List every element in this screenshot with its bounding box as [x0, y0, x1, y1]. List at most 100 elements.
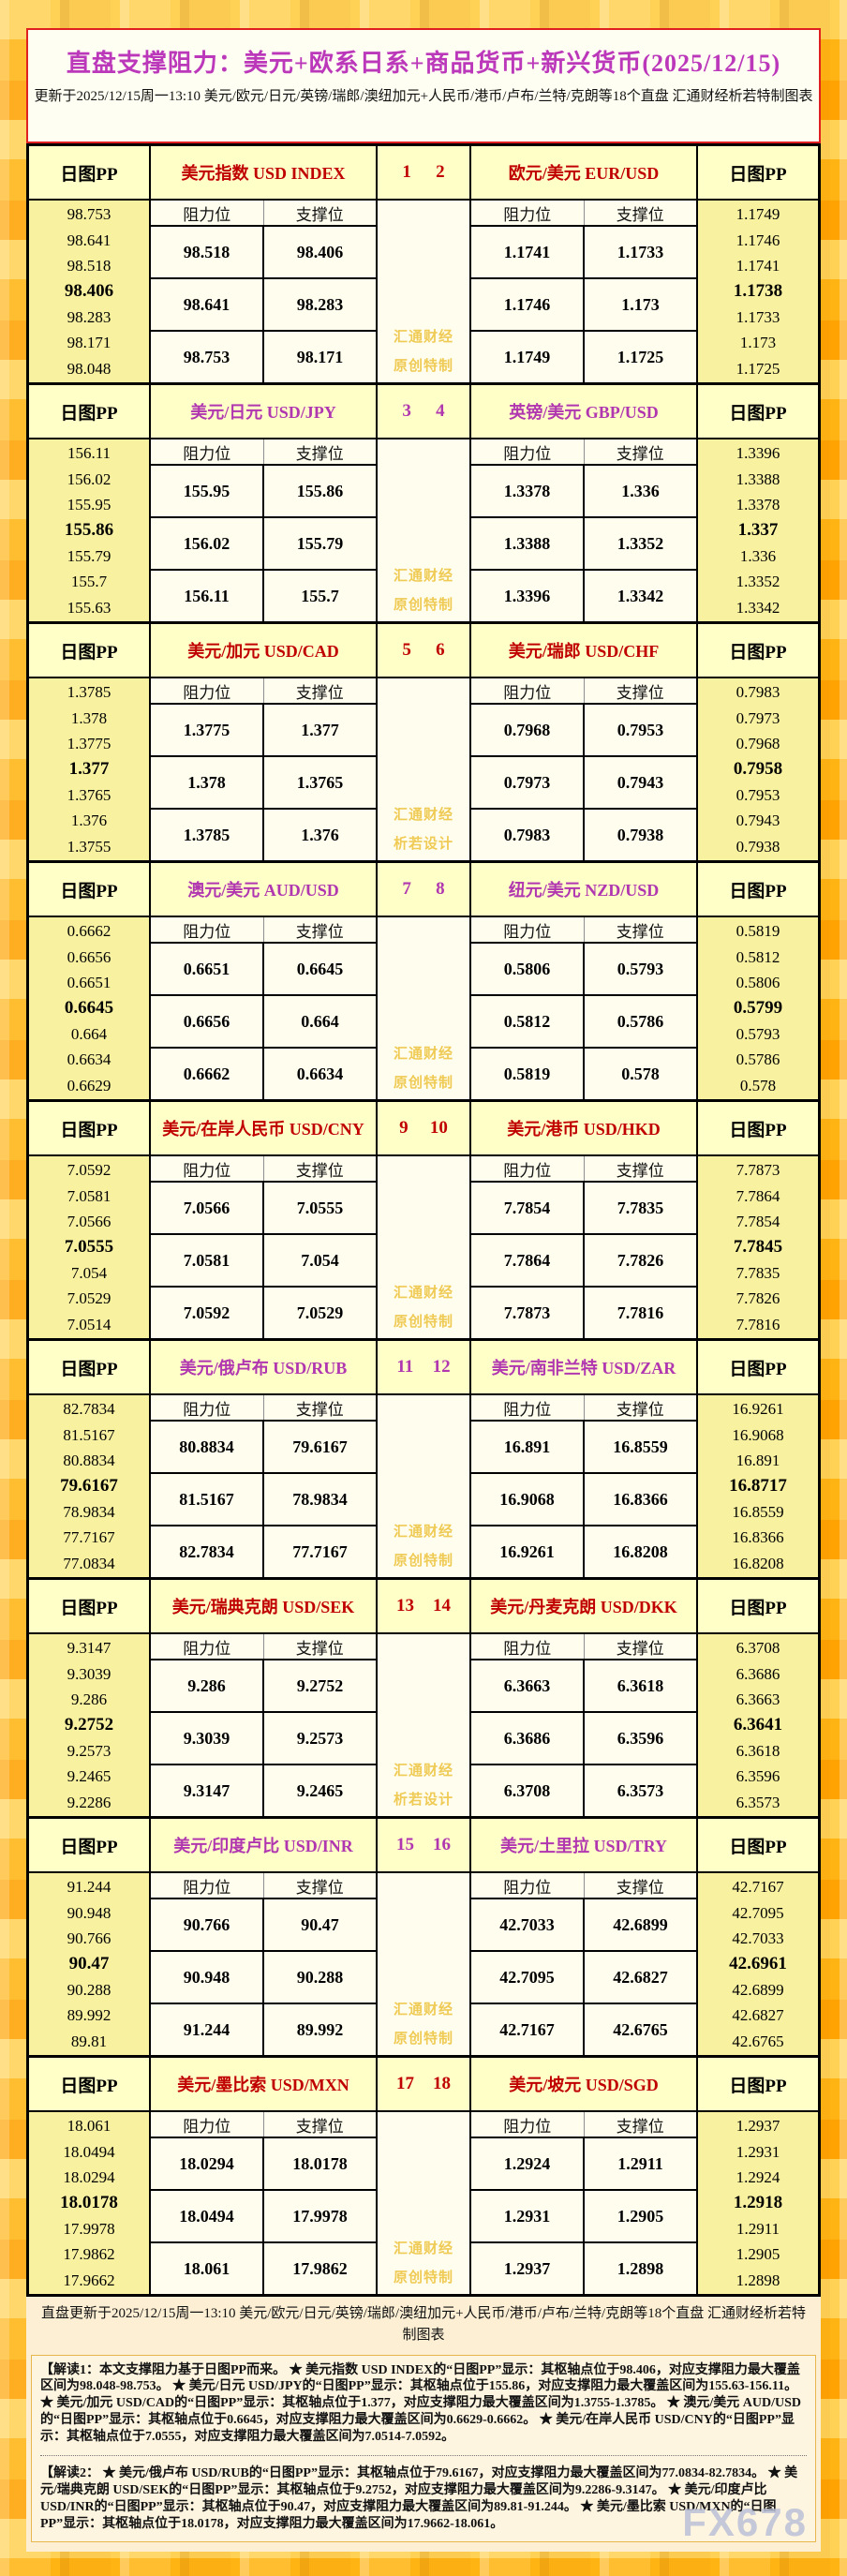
pp-column-left: 156.11 156.02 155.95 155.86 155.79 155.7… — [29, 439, 149, 621]
pair-name-left: 美元指数 USD INDEX — [151, 146, 376, 199]
block-number-right: 14 — [433, 1596, 451, 1616]
support-value: 1.377 — [264, 705, 376, 755]
page-subtitle: 更新于2025/12/15周一13:10 美元/欧元/日元/英镑/瑞郎/澳纽加元… — [34, 89, 813, 104]
pp-value: 0.7938 — [736, 837, 780, 856]
pp-header-left: 日图PP — [29, 624, 149, 677]
rs-header-right: 阻力位 支撑位 — [471, 678, 696, 703]
pp-value: 1.3755 — [67, 837, 111, 856]
pp-column-right: 7.7873 7.7864 7.7854 7.7845 7.7835 7.782… — [698, 1156, 818, 1338]
resistance-value: 0.6656 — [151, 996, 262, 1047]
watermark-line: 汇通财经 — [393, 330, 453, 345]
rs-header-right: 阻力位 支撑位 — [471, 201, 696, 225]
support-label: 支撑位 — [262, 1395, 377, 1420]
resistance-value: 42.7033 — [471, 1899, 583, 1950]
watermark-line: 原创特制 — [393, 2032, 453, 2047]
pp-value: 16.9068 — [732, 1425, 784, 1444]
pp-value: 1.376 — [70, 812, 108, 830]
pp-value: 1.3388 — [736, 469, 780, 488]
pp-value: 7.7835 — [736, 1263, 780, 1282]
pp-value: 98.518 — [67, 257, 111, 275]
watermark-line: 汇通财经 — [393, 569, 453, 584]
resistance-value: 98.753 — [151, 332, 262, 382]
resistance-value: 6.3708 — [471, 1765, 583, 1816]
pp-value: 89.81 — [70, 2032, 108, 2050]
resistance-value: 90.766 — [151, 1899, 262, 1950]
pp-pivot-value: 7.7845 — [733, 1237, 783, 1258]
resistance-label: 阻力位 — [503, 1161, 552, 1180]
pp-value: 98.171 — [67, 334, 111, 352]
block-number-right: 12 — [432, 1357, 451, 1377]
watermark-line: 原创特制 — [393, 1315, 453, 1330]
pp-value: 1.2898 — [736, 2271, 780, 2289]
pp-value: 77.0834 — [63, 1554, 115, 1572]
pair-name-right: 美元/土里拉 USD/TRY — [471, 1819, 696, 1871]
support-value: 0.664 — [264, 996, 376, 1047]
support-value: 1.2905 — [585, 2191, 696, 2241]
pp-value: 1.2931 — [736, 2142, 780, 2161]
watermark-cell: 汇通财经 析若设计 — [378, 1634, 469, 1816]
pair-name-left: 美元/印度卢比 USD/INR — [151, 1819, 376, 1871]
pp-value: 17.9662 — [63, 2271, 115, 2289]
pp-column-left: 9.3147 9.3039 9.286 9.2752 9.2573 9.2465… — [29, 1634, 149, 1816]
pp-value: 42.7167 — [732, 1878, 784, 1897]
pp-value: 77.7167 — [63, 1528, 115, 1547]
support-value: 18.0178 — [264, 2138, 376, 2189]
support-value: 0.7943 — [585, 757, 696, 808]
pp-value: 90.288 — [67, 1980, 111, 1999]
support-value: 155.79 — [264, 518, 376, 569]
pp-value: 7.0566 — [67, 1213, 111, 1231]
pp-header-left: 日图PP — [29, 385, 149, 438]
pp-pivot-value: 1.1738 — [733, 281, 783, 302]
pair-name-left: 美元/加元 USD/CAD — [151, 624, 376, 677]
pp-header-left: 日图PP — [29, 2058, 149, 2110]
pp-value: 155.95 — [67, 496, 111, 514]
resistance-value: 90.948 — [151, 1952, 262, 2003]
pp-value: 6.3573 — [736, 1793, 780, 1811]
rs-header-right: 阻力位 支撑位 — [471, 1873, 696, 1898]
pp-pivot-value: 79.6167 — [60, 1476, 118, 1496]
pp-header-left: 日图PP — [29, 1819, 149, 1871]
resistance-value: 1.3775 — [151, 705, 262, 755]
pp-value: 18.0294 — [63, 2168, 115, 2187]
pp-value: 155.79 — [67, 546, 111, 565]
support-value: 1.3765 — [264, 757, 376, 808]
pp-value: 82.7834 — [63, 1400, 115, 1419]
pp-header-left: 日图PP — [29, 1341, 149, 1393]
watermark-line: 原创特制 — [393, 598, 453, 613]
block-numbers: 7 8 — [378, 863, 469, 916]
pp-value: 9.2573 — [67, 1741, 111, 1760]
support-label: 支撑位 — [583, 678, 697, 703]
pp-value: 90.948 — [67, 1903, 111, 1922]
watermark-line: 汇通财经 — [393, 1764, 453, 1779]
support-label: 支撑位 — [583, 1634, 697, 1659]
pp-value: 9.2286 — [67, 1793, 111, 1811]
resistance-value: 1.378 — [151, 757, 262, 808]
pp-value: 6.3708 — [736, 1639, 780, 1658]
rs-header-left: 阻力位 支撑位 — [151, 917, 376, 942]
resistance-value: 18.0294 — [151, 2138, 262, 2189]
pp-pivot-value: 42.6961 — [729, 1954, 787, 1974]
pp-value: 1.2937 — [736, 2117, 780, 2136]
support-label: 支撑位 — [262, 678, 377, 703]
pp-column-left: 0.6662 0.6656 0.6651 0.6645 0.664 0.6634… — [29, 917, 149, 1099]
resistance-value: 16.9068 — [471, 1474, 583, 1525]
pp-pivot-value: 98.406 — [64, 281, 114, 302]
resistance-label: 阻力位 — [503, 2117, 552, 2136]
pp-value: 81.5167 — [63, 1425, 115, 1444]
pair-block: 日图PP 美元/瑞典克朗 USD/SEK 13 14 美元/丹麦克朗 USD/D… — [29, 1580, 818, 1816]
support-label: 支撑位 — [583, 917, 697, 942]
pp-value: 18.0494 — [63, 2142, 115, 2161]
pp-value: 1.2911 — [736, 2219, 780, 2238]
resistance-value: 1.2931 — [471, 2191, 583, 2241]
pp-column-right: 1.1749 1.1746 1.1741 1.1738 1.1733 1.173… — [698, 201, 818, 382]
resistance-value: 16.891 — [471, 1422, 583, 1472]
support-label: 支撑位 — [262, 2112, 377, 2137]
support-value: 6.3596 — [585, 1713, 696, 1764]
resistance-value: 7.7864 — [471, 1235, 583, 1286]
watermark-cell: 汇通财经 原创特制 — [378, 1395, 469, 1577]
watermark-cell: 汇通财经 析若设计 — [378, 678, 469, 860]
pp-value: 7.7816 — [736, 1315, 780, 1333]
block-number-right: 10 — [429, 1118, 448, 1138]
pp-value: 6.3618 — [736, 1741, 780, 1760]
rs-header-left: 阻力位 支撑位 — [151, 1395, 376, 1420]
